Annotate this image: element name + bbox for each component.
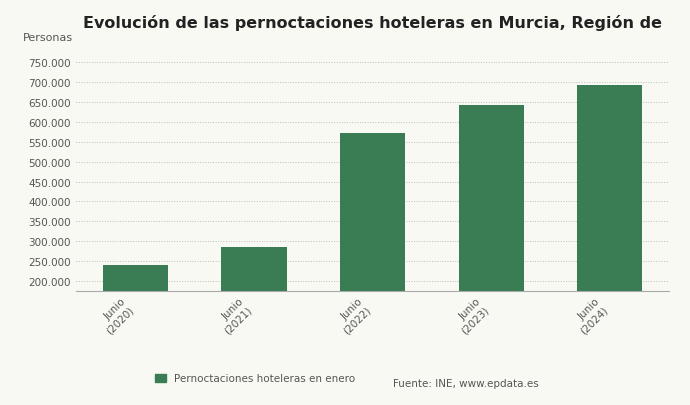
Bar — [459, 106, 524, 361]
Bar — [577, 85, 642, 361]
Legend: Pernoctaciones hoteleras en enero: Pernoctaciones hoteleras en enero — [151, 369, 359, 388]
Bar — [340, 134, 405, 361]
Text: Fuente: INE, www.epdata.es: Fuente: INE, www.epdata.es — [393, 378, 539, 388]
Text: Personas: Personas — [23, 33, 72, 43]
Bar — [103, 266, 168, 361]
Title: Evolución de las pernoctaciones hoteleras en Murcia, Región de: Evolución de las pernoctaciones hotelera… — [83, 15, 662, 31]
Bar — [221, 248, 286, 361]
